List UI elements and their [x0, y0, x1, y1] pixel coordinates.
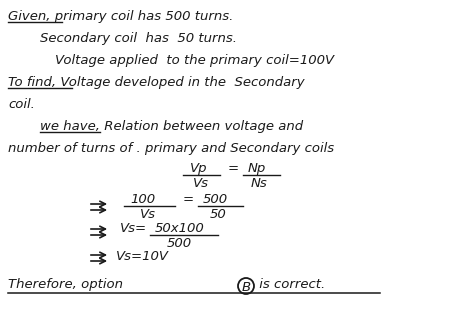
- Text: is correct.: is correct.: [255, 278, 325, 291]
- Text: we have, Relation between voltage and: we have, Relation between voltage and: [40, 120, 303, 133]
- Text: =: =: [228, 162, 239, 175]
- Text: coil.: coil.: [8, 98, 35, 111]
- Text: 500: 500: [203, 193, 228, 206]
- Text: =: =: [183, 193, 194, 206]
- Text: Therefore, option: Therefore, option: [8, 278, 127, 291]
- Text: 500: 500: [167, 237, 192, 250]
- Text: Ns: Ns: [251, 177, 268, 190]
- Text: Given, primary coil has 500 turns.: Given, primary coil has 500 turns.: [8, 10, 233, 23]
- Text: Np: Np: [248, 162, 266, 175]
- Text: number of turns of . primary and Secondary coils: number of turns of . primary and Seconda…: [8, 142, 334, 155]
- Text: Vs: Vs: [140, 208, 156, 221]
- Text: Vs=10V: Vs=10V: [116, 250, 169, 263]
- Text: Voltage applied  to the primary coil=100V: Voltage applied to the primary coil=100V: [55, 54, 334, 67]
- Text: 50: 50: [210, 208, 227, 221]
- Text: Secondary coil  has  50 turns.: Secondary coil has 50 turns.: [40, 32, 237, 45]
- Text: To find, Voltage developed in the  Secondary: To find, Voltage developed in the Second…: [8, 76, 305, 89]
- Text: 50x100: 50x100: [155, 222, 205, 235]
- Text: 100: 100: [130, 193, 155, 206]
- Text: Vs=: Vs=: [120, 222, 147, 235]
- Text: B: B: [241, 281, 251, 294]
- Text: Vs: Vs: [193, 177, 209, 190]
- Text: Vp: Vp: [190, 162, 208, 175]
